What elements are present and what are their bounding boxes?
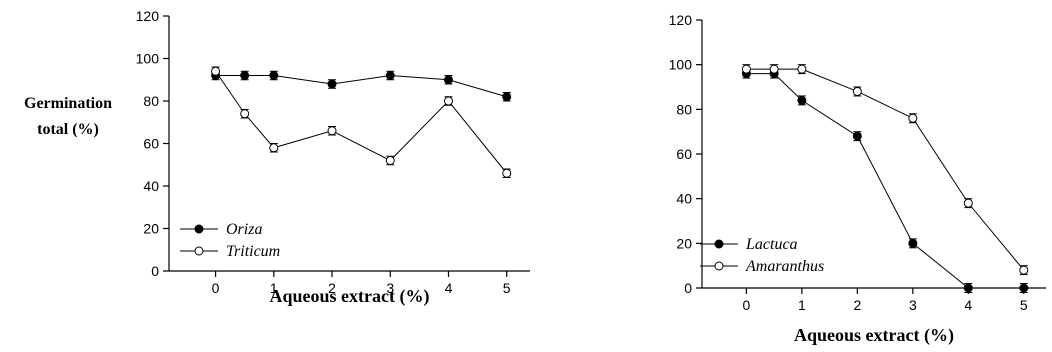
data-point: [240, 71, 250, 80]
x-axis-label: Aqueous extract (%): [270, 286, 430, 307]
x-tick-label: 1: [270, 280, 278, 296]
legend: Oriza Triticum: [180, 221, 280, 260]
data-point: [963, 198, 973, 208]
y-axis-label: total (%): [37, 121, 99, 138]
data-point: [1019, 265, 1029, 275]
legend: Lactuca Amaranthus: [700, 236, 824, 275]
y-tick-label: 60: [676, 146, 692, 162]
y-tick-label: 80: [143, 93, 159, 109]
data-point: [1019, 283, 1029, 293]
y-tick-label: 0: [684, 280, 692, 296]
data-point: [502, 92, 512, 102]
legend-marker: [714, 239, 724, 249]
data-point: [269, 143, 279, 153]
y-tick-label: 100: [669, 57, 693, 73]
x-tick-label: 1: [798, 297, 806, 313]
data-point: [327, 79, 337, 89]
y-tick-label: 120: [669, 12, 693, 28]
y-tick-label: 20: [676, 235, 692, 251]
data-point: [797, 95, 807, 105]
x-tick-label: 5: [503, 280, 511, 296]
data-point: [908, 238, 918, 248]
legend-label: Triticum: [226, 243, 280, 260]
data-point: [502, 168, 512, 178]
data-point: [327, 126, 337, 136]
data-point: [269, 71, 279, 80]
series-amaranthus: [741, 64, 1029, 276]
x-tick-label: 4: [964, 297, 972, 313]
x-tick-label: 4: [445, 280, 453, 296]
data-point: [385, 71, 395, 80]
data-point: [240, 109, 250, 119]
series-oriza: [211, 70, 512, 102]
data-point: [443, 75, 453, 85]
data-point: [908, 113, 918, 123]
legend-label: Oriza: [226, 221, 262, 238]
x-axis-label: Aqueous extract (%): [794, 325, 954, 346]
x-tick-label: 0: [742, 297, 750, 313]
data-point: [211, 66, 221, 76]
legend-label: Lactuca: [745, 236, 798, 253]
x-tick-label: 3: [909, 297, 917, 313]
x-tick-label: 2: [328, 280, 336, 296]
chart-1: 0 20 40 60 80 100 120 0 1 2 3 4 5 Germination total (%…: [24, 8, 530, 307]
data-point: [741, 64, 751, 74]
data-point: [443, 96, 453, 106]
y-tick-label: 0: [151, 263, 159, 279]
y-tick-label: 40: [143, 178, 159, 194]
y-tick-label: 120: [136, 8, 160, 24]
x-tick-label: 5: [1020, 297, 1028, 313]
data-point: [963, 283, 973, 293]
data-point: [852, 131, 862, 141]
y-tick-label: 40: [676, 191, 692, 207]
series-line: [215, 74, 507, 98]
y-tick-label: 60: [143, 136, 159, 152]
y-tick-label: 20: [143, 221, 159, 237]
y-tick-label: 80: [676, 101, 692, 117]
x-tick-label: 0: [212, 280, 220, 296]
y-axis-label: Germination: [24, 95, 112, 112]
data-point: [797, 64, 807, 74]
data-point: [385, 156, 395, 165]
data-point: [852, 86, 862, 96]
series-triticum: [211, 66, 512, 178]
series-line: [746, 73, 1024, 289]
legend-marker: [194, 224, 204, 234]
y-tick-label: 100: [136, 51, 160, 67]
data-point: [769, 64, 779, 74]
legend-marker: [714, 261, 724, 271]
legend-marker: [194, 246, 204, 256]
x-tick-label: 2: [853, 297, 861, 313]
chart-2: 0 20 40 60 80 100 120 0 1 2 3 4 5 Aqueous extract (%)…: [669, 12, 1046, 346]
legend-label: Amaranthus: [745, 258, 824, 275]
series-line: [215, 70, 508, 174]
x-tick-label: 3: [386, 280, 394, 296]
